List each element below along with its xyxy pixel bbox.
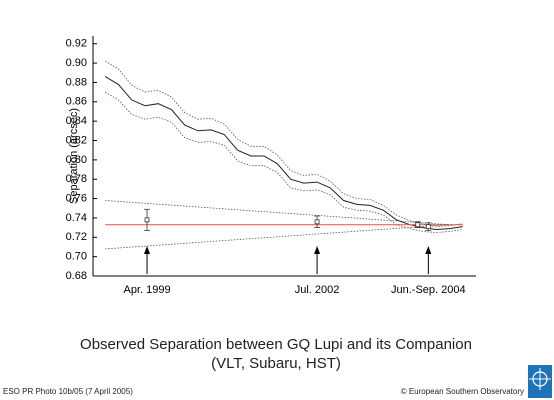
eso-logo <box>528 365 552 398</box>
x-tick-label: Jul. 2002 <box>295 284 340 296</box>
footer-credit: ESO PR Photo 10b/05 (7 April 2005) <box>3 387 133 396</box>
chart-title: Observed Separation between GQ Lupi and … <box>80 336 472 353</box>
data-point <box>425 224 431 230</box>
data-point <box>314 219 320 225</box>
series-line <box>104 60 463 228</box>
y-tick-label: 0.92 <box>66 38 87 50</box>
footer-copyright: © European Southern Observatory <box>401 387 524 396</box>
data-point <box>415 222 421 228</box>
y-tick-label: 0.82 <box>66 134 87 146</box>
y-tick-label: 0.76 <box>66 192 87 204</box>
y-tick-label: 0.80 <box>66 154 87 166</box>
x-tick-arrowhead <box>144 246 151 254</box>
y-tick-label: 0.86 <box>66 96 87 108</box>
x-tick-arrowhead <box>314 246 321 254</box>
data-point <box>144 217 150 223</box>
y-tick-label: 0.88 <box>66 76 87 88</box>
y-tick-label: 0.84 <box>66 115 87 127</box>
y-tick-label: 0.90 <box>66 57 87 69</box>
y-tick-label: 0.74 <box>66 212 87 224</box>
series-line <box>104 76 463 231</box>
series-line <box>105 224 450 250</box>
x-tick-arrowhead <box>425 246 432 254</box>
y-axis-label: Separation (arcsec) <box>68 108 80 204</box>
y-tick-label: 0.78 <box>66 173 87 185</box>
y-tick-label: 0.68 <box>66 270 87 282</box>
x-tick-label: Apr. 1999 <box>123 284 170 296</box>
x-tick-label: Jun.-Sep. 2004 <box>391 284 466 296</box>
y-tick-label: 0.72 <box>66 231 87 243</box>
chart-subtitle: (VLT, Subaru, HST) <box>211 355 341 372</box>
y-tick-label: 0.70 <box>66 251 87 263</box>
series-line <box>105 200 450 226</box>
series-line <box>104 91 463 233</box>
